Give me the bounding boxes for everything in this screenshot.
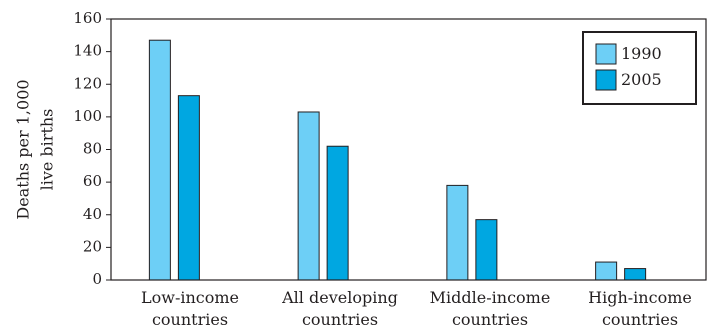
x-category-label: countries: [452, 310, 528, 329]
bar-2005-0: [177, 95, 200, 281]
bar-2005-2: [475, 219, 498, 281]
y-tick-label: 100: [73, 107, 102, 125]
y-tick-label: 20: [83, 237, 102, 255]
bar-1990-0: [148, 39, 171, 281]
plot-frame: [110, 18, 707, 281]
bar-1990-1: [297, 111, 320, 281]
x-category-label: Middle-income: [430, 288, 551, 307]
y-tick-label: 60: [83, 172, 102, 190]
x-category-label: High-income: [588, 288, 692, 307]
bars: [148, 39, 647, 281]
bar-1990-3: [595, 261, 618, 281]
y-tick-label: 40: [83, 205, 102, 223]
y-axis-title: Deaths per 1,000 live births: [14, 79, 57, 219]
bar-1990-2: [446, 184, 469, 281]
legend-swatch-1990: [595, 43, 617, 65]
x-category-label: countries: [152, 310, 228, 329]
y-axis-title-line: live births: [38, 109, 57, 191]
x-category-label: countries: [602, 310, 678, 329]
legend-box: [582, 31, 697, 105]
y-tick-label: 80: [83, 140, 102, 158]
y-tick-label: 120: [73, 74, 102, 92]
x-category-label: countries: [302, 310, 378, 329]
y-axis-title-line: Deaths per 1,000: [14, 79, 33, 219]
y-axis-ticks: 0 20 40 60 80 100 120 140 160: [73, 9, 111, 288]
legend: 1990 2005: [582, 31, 697, 105]
legend-label-1990: 1990: [621, 44, 662, 63]
x-category-label: All developing: [281, 288, 398, 307]
axes: [110, 18, 707, 281]
x-axis-category-labels: Low-income countries All developing countri…: [141, 288, 692, 329]
legend-swatch-2005: [595, 69, 617, 91]
legend-label-2005: 2005: [621, 70, 662, 89]
y-tick-label: 160: [73, 9, 102, 27]
x-category-label: Low-income: [141, 288, 239, 307]
bar-2005-3: [624, 268, 647, 281]
y-tick-label: 0: [92, 270, 102, 288]
bar-2005-1: [326, 145, 349, 281]
y-tick-label: 140: [73, 42, 102, 60]
